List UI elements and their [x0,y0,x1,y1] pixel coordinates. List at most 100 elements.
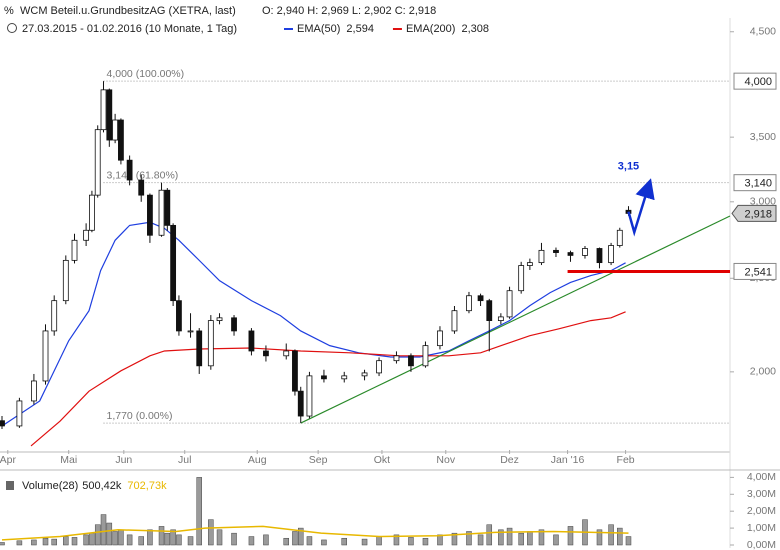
candle-body [83,229,90,241]
volume-bar [118,529,124,546]
candle-body [466,295,472,312]
volume-tick-label: 3,00M [747,488,776,500]
candle-body [553,249,559,253]
candle-body [89,194,95,231]
x-tick-label: Nov [436,454,455,466]
volume-ma-value: 702,73k [127,480,167,492]
volume-bar [196,477,202,546]
candle-body [596,248,603,264]
volume-bar [94,524,101,546]
volume-bar [71,537,78,546]
volume-bar [408,537,414,546]
candle-body [263,350,269,357]
volume-bar [176,534,182,546]
y-tick-label: 3,000 [750,196,776,208]
legend-value: 2,594 [346,23,374,35]
candle-body [376,360,382,374]
x-tick-label: Jun [115,454,132,466]
candle-body [100,89,107,131]
candle-body [608,245,614,264]
y-tick-label: 2,000 [750,366,776,378]
fib-label: 3,140 (61.80%) [107,169,179,181]
volume-tick-label: 1,00M [747,522,776,534]
period: 27.03.2015 - 01.02.2016 (10 Monate, 1 Ta… [22,23,237,35]
candle-body [616,229,623,246]
candle-body [567,252,574,256]
volume-bar [42,537,49,546]
volume-tick-label: 2,00M [747,505,776,517]
volume-bar [16,540,23,546]
candle-body [497,316,504,321]
price-label: 3,140 [744,178,772,190]
volume-tick-label: 4,00M [747,471,776,483]
clock-icon [7,23,17,33]
candle-body [147,194,153,236]
volume-bar [376,536,382,546]
volume-bar [306,536,313,546]
candle-body [31,380,37,402]
volume-bar [393,534,400,546]
volume-bar [263,534,269,546]
volume-bar [625,536,632,546]
volume-bar [361,538,368,546]
price-box [731,204,777,222]
candle-body [292,350,298,392]
y-tick-label: 3,500 [750,131,776,143]
volume-value: 500,42k [82,480,122,492]
ema-line [30,311,626,447]
candle-body [118,119,124,161]
volume-bar [170,529,176,546]
volume-bar [100,514,107,546]
candle-body [158,189,165,236]
volume-bar [138,536,144,546]
x-tick-label: Sep [309,454,328,466]
candle-body [283,350,290,357]
volume-bar [297,527,304,546]
volume-bar [89,532,95,546]
candle-body [0,420,5,427]
candle-body [164,189,171,226]
volume-bar [187,536,194,546]
volume-bar [518,532,524,546]
candle-body [94,129,101,196]
candle-body [170,224,177,302]
volume-bar [527,531,533,546]
candle-body [526,262,533,266]
price-box [733,174,777,192]
volume-bar [477,534,484,546]
candle-body [126,159,133,181]
volume-bar [106,522,113,546]
candle-body [176,300,182,332]
x-tick-label: Jul [178,454,191,466]
volume-bar [422,537,429,546]
volume-bar [617,527,623,546]
fib-label: 1,770 (0.00%) [107,410,173,422]
candle-body [187,330,194,333]
x-tick-label: Dez [500,454,519,466]
volume-bar [283,537,289,546]
candle-body [42,330,49,382]
candle-body [71,239,78,261]
candle-body [408,355,414,367]
volume-bar [216,529,223,546]
candle-body [248,330,255,352]
price-box [733,262,777,280]
volume-bar [498,529,504,546]
price-box [733,72,777,90]
volume-bar [248,536,255,546]
chart-title: WCM Beteil.u.GrundbesitzAG (XETRA, last) [20,5,236,17]
volume-ma-line [1,525,629,541]
x-tick-label: Feb [617,454,635,466]
candle-body [16,400,23,427]
volume-bar [608,524,614,546]
candle-body [451,310,458,332]
candle-body [486,300,493,321]
x-tick-label: Jan '16 [551,454,585,466]
volume-bar [466,531,472,546]
logo: % [4,5,14,17]
x-tick-label: Mai [60,454,77,466]
volume-bar [31,539,37,546]
candle-body [437,330,443,347]
